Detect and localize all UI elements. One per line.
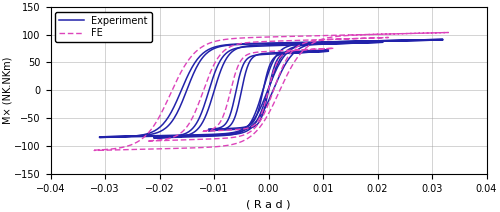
- Legend: Experiment, FE: Experiment, FE: [56, 12, 152, 42]
- X-axis label: ( R a d ): ( R a d ): [246, 199, 291, 209]
- Y-axis label: M× (NK.NKm): M× (NK.NKm): [3, 57, 13, 124]
